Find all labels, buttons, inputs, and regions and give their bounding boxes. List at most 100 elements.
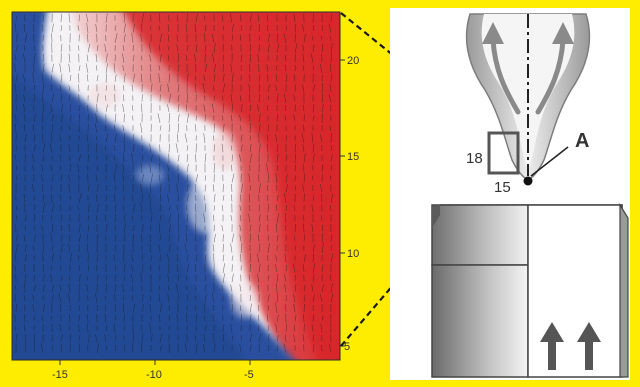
velocity-vector <box>285 294 288 302</box>
velocity-vector <box>222 54 224 62</box>
velocity-vector <box>132 225 135 231</box>
y-tick-label: 10 <box>347 248 359 260</box>
velocity-vector <box>239 154 242 162</box>
velocity-vector <box>140 123 143 133</box>
velocity-vector <box>104 145 107 151</box>
velocity-vector <box>239 205 242 211</box>
velocity-vector <box>249 233 251 243</box>
velocity-vector <box>42 284 45 292</box>
velocity-vector <box>329 84 332 92</box>
velocity-vector <box>204 114 206 122</box>
velocity-vector <box>14 84 17 92</box>
velocity-vector <box>87 333 91 343</box>
velocity-vector <box>177 233 180 243</box>
velocity-vector <box>122 283 125 293</box>
velocity-vector <box>312 294 315 302</box>
velocity-vector <box>23 14 26 22</box>
velocity-vector <box>33 284 36 292</box>
velocity-vector <box>177 274 179 282</box>
velocity-vector <box>58 293 62 303</box>
velocity-vector <box>42 14 45 22</box>
velocity-vector <box>312 343 315 353</box>
velocity-vector <box>230 63 233 73</box>
velocity-vector <box>132 115 134 121</box>
velocity-vector <box>294 175 296 181</box>
velocity-vector <box>203 104 206 112</box>
velocity-vector <box>60 73 63 83</box>
velocity-vector <box>141 215 143 222</box>
burner-right-block <box>527 204 623 378</box>
velocity-vector <box>59 323 62 333</box>
velocity-vector <box>285 213 287 224</box>
velocity-vector <box>42 83 44 93</box>
velocity-vector <box>185 233 188 243</box>
velocity-vector <box>59 255 62 261</box>
velocity-vector <box>86 284 89 292</box>
velocity-vector <box>267 344 270 352</box>
velocity-vector <box>257 273 260 283</box>
y-axis: 20 15 10 5 <box>340 55 359 353</box>
velocity-vector <box>60 113 63 123</box>
velocity-vector <box>204 275 207 281</box>
velocity-vector <box>329 205 332 212</box>
velocity-vector <box>276 43 280 53</box>
velocity-vector <box>68 13 71 23</box>
velocity-vector <box>212 244 215 252</box>
velocity-vector <box>258 183 261 193</box>
flow-arrow-left <box>490 37 521 115</box>
velocity-vector <box>60 174 62 182</box>
velocity-vector <box>230 323 233 333</box>
velocity-vector <box>168 305 170 311</box>
velocity-vector <box>141 333 143 343</box>
velocity-vector <box>312 25 315 31</box>
velocity-vector <box>15 215 17 221</box>
velocity-vector <box>150 333 153 343</box>
velocity-vector <box>312 103 315 113</box>
velocity-vector <box>293 293 296 303</box>
velocity-vector <box>176 283 179 293</box>
velocity-vector <box>186 145 189 151</box>
velocity-vector <box>105 95 107 101</box>
velocity-vector <box>114 54 116 62</box>
velocity-vector <box>267 224 269 232</box>
velocity-vector <box>276 334 279 342</box>
velocity-vector <box>195 223 197 233</box>
velocity-vector <box>293 95 296 102</box>
x-tick-label: -5 <box>244 369 254 381</box>
velocity-vector <box>131 84 134 92</box>
velocity-vector <box>285 105 287 111</box>
velocity-vector <box>51 334 53 342</box>
velocity-vector <box>59 134 62 142</box>
velocity-vector <box>258 263 261 273</box>
velocity-vector <box>186 313 188 323</box>
velocity-vector <box>312 44 315 52</box>
velocity-vector <box>195 153 197 163</box>
velocity-vector <box>294 43 298 53</box>
velocity-vector <box>213 233 216 243</box>
velocity-vector <box>285 334 287 342</box>
velocity-vector <box>96 283 98 293</box>
velocity-vector <box>24 153 27 163</box>
velocity-vector <box>94 123 98 133</box>
velocity-vector <box>311 204 314 213</box>
velocity-vector <box>249 104 251 112</box>
velocity-vector <box>330 193 334 203</box>
velocity-vector <box>114 274 116 282</box>
velocity-vector <box>231 173 235 183</box>
velocity-vector <box>123 33 126 43</box>
velocity-vector <box>68 243 71 253</box>
velocity-vector <box>319 184 323 193</box>
velocity-vector <box>168 93 172 103</box>
velocity-vector <box>50 103 53 113</box>
velocity-vector <box>42 273 45 283</box>
velocity-vector <box>69 275 71 281</box>
velocity-vector <box>141 294 144 302</box>
velocity-vector <box>294 53 296 63</box>
velocity-vector <box>141 65 143 71</box>
burner-body <box>431 202 629 378</box>
velocity-vector <box>213 193 216 203</box>
velocity-vector <box>77 163 80 173</box>
velocity-vector <box>123 94 125 102</box>
velocity-vector <box>23 234 26 242</box>
